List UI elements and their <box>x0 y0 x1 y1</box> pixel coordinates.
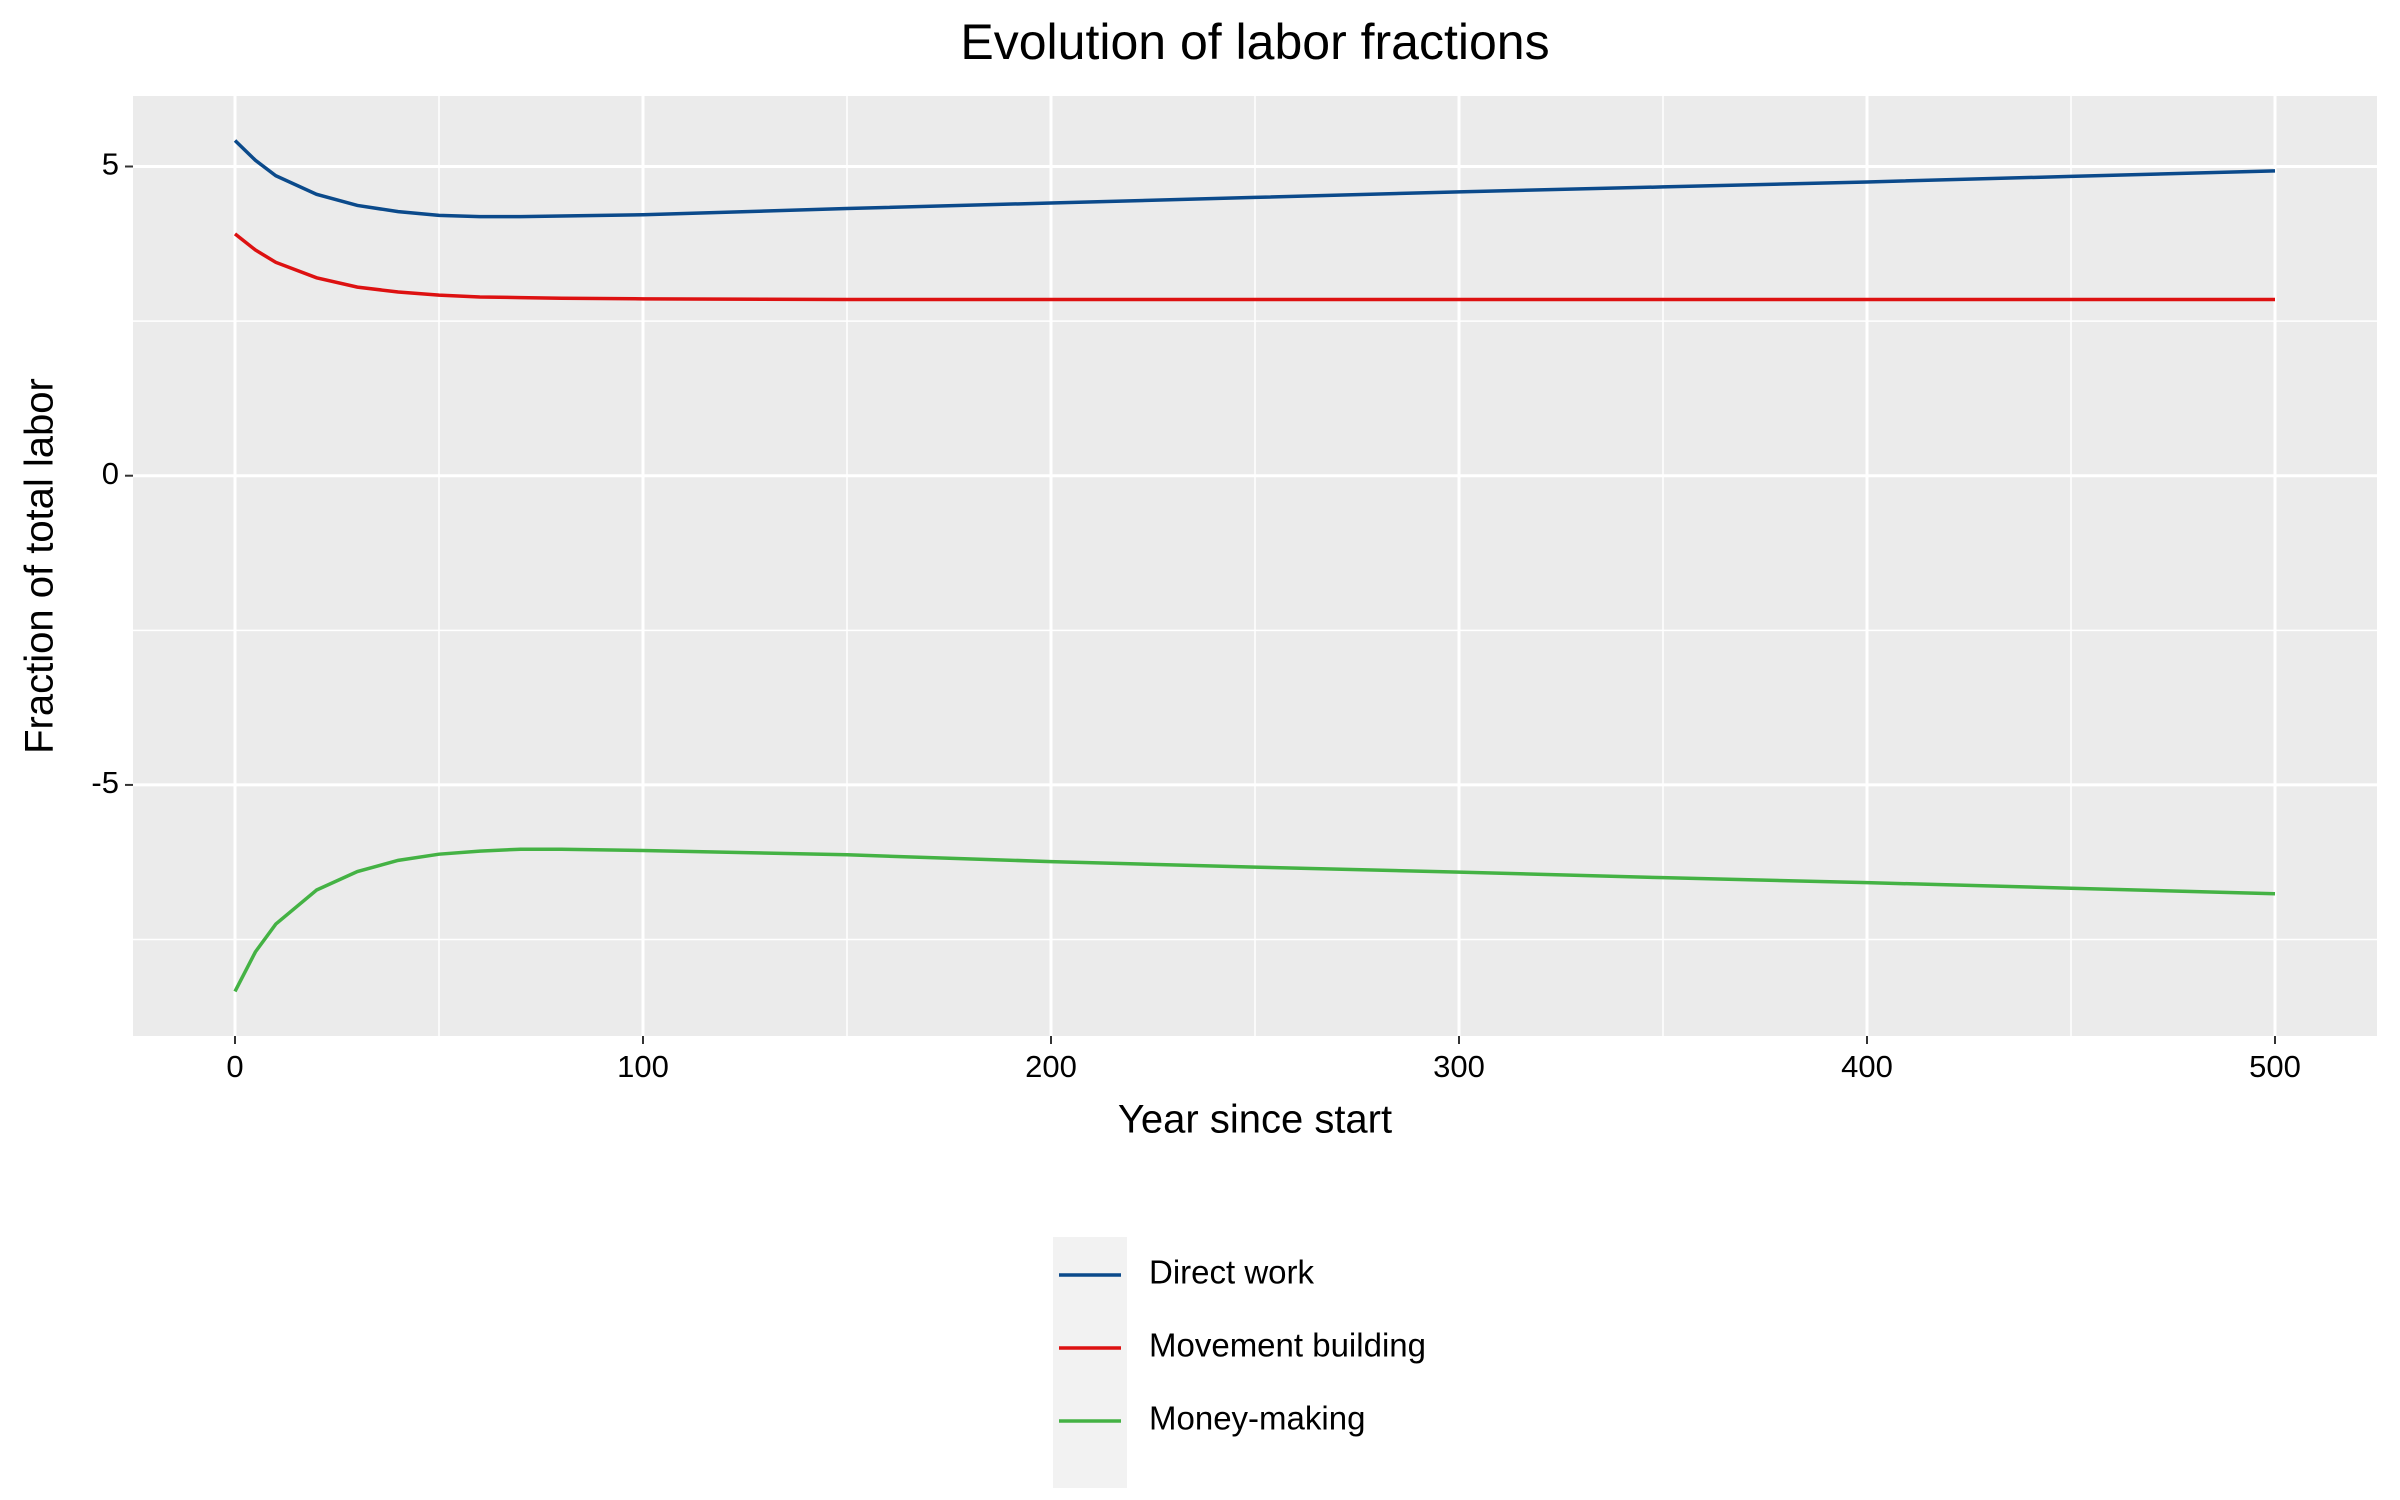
x-tick-label: 200 <box>1025 1049 1077 1084</box>
legend-box <box>1053 1237 1127 1488</box>
y-tick-label: 5 <box>102 147 119 182</box>
x-tick-label: 100 <box>617 1049 669 1084</box>
x-tick-label: 0 <box>226 1049 243 1084</box>
x-tick-label: 300 <box>1433 1049 1485 1084</box>
y-tick-label: -5 <box>91 765 119 800</box>
chart-title: Evolution of labor fractions <box>960 14 1549 70</box>
legend-label: Direct work <box>1149 1254 1315 1291</box>
legend-label: Money-making <box>1149 1400 1365 1437</box>
x-tick-label: 400 <box>1841 1049 1893 1084</box>
x-tick-label: 500 <box>2249 1049 2301 1084</box>
data-line <box>233 847 2276 993</box>
data-line <box>233 232 2275 302</box>
legend-label: Movement building <box>1149 1327 1426 1364</box>
x-axis-label: Year since start <box>1118 1098 1392 1142</box>
data-line <box>233 139 2276 219</box>
y-axis-label: Fraction of total labor <box>18 378 62 754</box>
y-tick-label: 0 <box>102 456 119 491</box>
